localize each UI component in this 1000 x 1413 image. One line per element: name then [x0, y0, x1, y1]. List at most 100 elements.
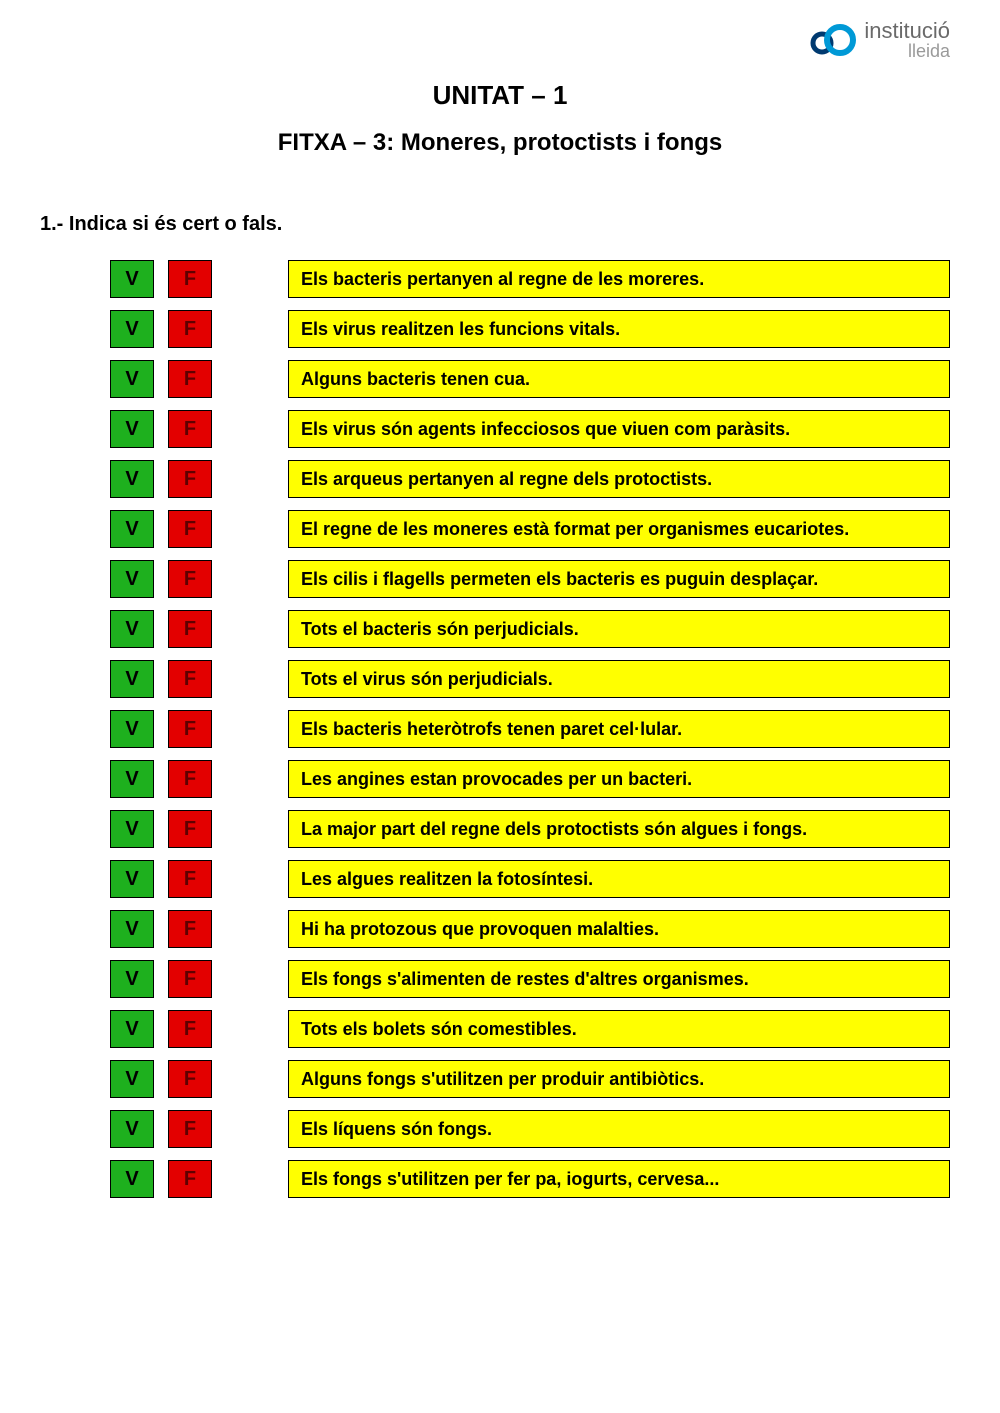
- statement-text: Els bacteris heteròtrofs tenen paret cel…: [288, 710, 950, 748]
- statement-text: Alguns fongs s'utilitzen per produir ant…: [288, 1060, 950, 1098]
- statement-text: Els bacteris pertanyen al regne de les m…: [288, 260, 950, 298]
- tf-row: VF Les angines estan provocades per un ba…: [110, 760, 950, 798]
- tf-row: VF Els virus són agents infecciosos que v…: [110, 410, 950, 448]
- true-button[interactable]: V: [110, 1160, 154, 1198]
- spacer: [226, 560, 274, 598]
- tf-row: VF Els virus realitzen les funcions vital…: [110, 310, 950, 348]
- false-button[interactable]: F: [168, 1110, 212, 1148]
- spacer: [226, 1060, 274, 1098]
- spacer: [226, 510, 274, 548]
- true-button[interactable]: V: [110, 560, 154, 598]
- false-button[interactable]: F: [168, 410, 212, 448]
- statement-text: El regne de les moneres està format per …: [288, 510, 950, 548]
- tf-rows: VFEls bacteris pertanyen al regne de les…: [50, 260, 950, 1198]
- true-button[interactable]: V: [110, 310, 154, 348]
- true-button[interactable]: V: [110, 510, 154, 548]
- tf-row: VF Tots els bolets són comestibles.: [110, 1010, 950, 1048]
- logo-icon: [810, 23, 858, 57]
- tf-row: VF Els fongs s'alimenten de restes d'altr…: [110, 960, 950, 998]
- spacer: [226, 1110, 274, 1148]
- false-button[interactable]: F: [168, 360, 212, 398]
- tf-row: VF Les algues realitzen la fotosíntesi.: [110, 860, 950, 898]
- spacer: [226, 860, 274, 898]
- false-button[interactable]: F: [168, 1010, 212, 1048]
- tf-row: VF Alguns bacteris tenen cua.: [110, 360, 950, 398]
- spacer: [226, 260, 274, 298]
- logo: institució lleida: [810, 20, 950, 60]
- spacer: [226, 310, 274, 348]
- statement-text: Tots el virus són perjudicials.: [288, 660, 950, 698]
- false-button[interactable]: F: [168, 910, 212, 948]
- spacer: [226, 960, 274, 998]
- false-button[interactable]: F: [168, 310, 212, 348]
- true-button[interactable]: V: [110, 910, 154, 948]
- tf-row: VF Els líquens són fongs.: [110, 1110, 950, 1148]
- tf-row: VF El regne de les moneres està format pe…: [110, 510, 950, 548]
- false-button[interactable]: F: [168, 460, 212, 498]
- spacer: [226, 360, 274, 398]
- true-button[interactable]: V: [110, 1060, 154, 1098]
- true-button[interactable]: V: [110, 960, 154, 998]
- false-button[interactable]: F: [168, 260, 212, 298]
- statement-text: Els fongs s'utilitzen per fer pa, iogurt…: [288, 1160, 950, 1198]
- true-button[interactable]: V: [110, 360, 154, 398]
- question-label: 1.- Indica si és cert o fals.: [40, 213, 950, 236]
- statement-text: Alguns bacteris tenen cua.: [288, 360, 950, 398]
- true-button[interactable]: V: [110, 860, 154, 898]
- spacer: [226, 610, 274, 648]
- statement-text: Els virus són agents infecciosos que viu…: [288, 410, 950, 448]
- false-button[interactable]: F: [168, 960, 212, 998]
- spacer: [226, 410, 274, 448]
- statement-text: La major part del regne dels protoctists…: [288, 810, 950, 848]
- statement-text: Tots el bacteris són perjudicials.: [288, 610, 950, 648]
- true-button[interactable]: V: [110, 460, 154, 498]
- spacer: [226, 710, 274, 748]
- tf-row: VF Els cilis i flagells permeten els bact…: [110, 560, 950, 598]
- spacer: [226, 910, 274, 948]
- true-button[interactable]: V: [110, 1110, 154, 1148]
- tf-row: VF Tots el bacteris són perjudicials.: [110, 610, 950, 648]
- statement-text: Els fongs s'alimenten de restes d'altres…: [288, 960, 950, 998]
- logo-main-text: institució: [864, 20, 950, 42]
- spacer: [226, 1010, 274, 1048]
- false-button[interactable]: F: [168, 610, 212, 648]
- tf-row: VF Els bacteris heteròtrofs tenen paret c…: [110, 710, 950, 748]
- statement-text: Els líquens són fongs.: [288, 1110, 950, 1148]
- spacer: [226, 1160, 274, 1198]
- true-button[interactable]: V: [110, 1010, 154, 1048]
- tf-row: VF La major part del regne dels protoctis…: [110, 810, 950, 848]
- false-button[interactable]: F: [168, 860, 212, 898]
- true-button[interactable]: V: [110, 610, 154, 648]
- false-button[interactable]: F: [168, 760, 212, 798]
- statement-text: Els cilis i flagells permeten els bacter…: [288, 560, 950, 598]
- true-button[interactable]: V: [110, 260, 154, 298]
- false-button[interactable]: F: [168, 710, 212, 748]
- false-button[interactable]: F: [168, 1160, 212, 1198]
- false-button[interactable]: F: [168, 1060, 212, 1098]
- logo-sub-text: lleida: [864, 42, 950, 60]
- spacer: [226, 660, 274, 698]
- spacer: [226, 810, 274, 848]
- statement-text: Els virus realitzen les funcions vitals.: [288, 310, 950, 348]
- true-button[interactable]: V: [110, 410, 154, 448]
- false-button[interactable]: F: [168, 510, 212, 548]
- statement-text: Hi ha protozous que provoquen malalties.: [288, 910, 950, 948]
- tf-row: VF Alguns fongs s'utilitzen per produir a…: [110, 1060, 950, 1098]
- tf-row: VF Tots el virus són perjudicials.: [110, 660, 950, 698]
- true-button[interactable]: V: [110, 710, 154, 748]
- tf-row: VF Els fongs s'utilitzen per fer pa, iogu…: [110, 1160, 950, 1198]
- false-button[interactable]: F: [168, 810, 212, 848]
- true-button[interactable]: V: [110, 660, 154, 698]
- sheet-title: FITXA – 3: Moneres, protoctists i fongs: [50, 129, 950, 157]
- tf-row: VF Els arqueus pertanyen al regne dels pr…: [110, 460, 950, 498]
- false-button[interactable]: F: [168, 560, 212, 598]
- spacer: [226, 760, 274, 798]
- false-button[interactable]: F: [168, 660, 212, 698]
- statement-text: Les algues realitzen la fotosíntesi.: [288, 860, 950, 898]
- statement-text: Tots els bolets són comestibles.: [288, 1010, 950, 1048]
- statement-text: Les angines estan provocades per un bact…: [288, 760, 950, 798]
- true-button[interactable]: V: [110, 760, 154, 798]
- unit-title: UNITAT – 1: [50, 80, 950, 111]
- true-button[interactable]: V: [110, 810, 154, 848]
- statement-text: Els arqueus pertanyen al regne dels prot…: [288, 460, 950, 498]
